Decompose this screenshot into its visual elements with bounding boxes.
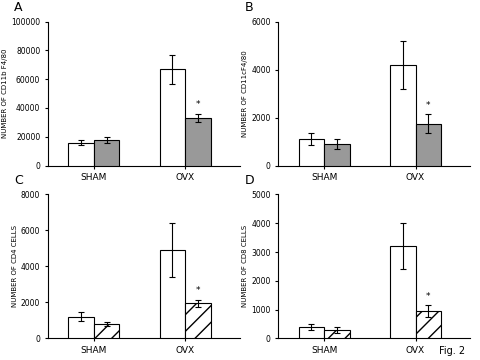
Bar [324, 330, 350, 338]
Text: B: B [245, 1, 253, 14]
Bar [94, 324, 120, 338]
Bar [94, 140, 120, 166]
Bar [299, 327, 324, 338]
Y-axis label: NUMBER OF CD8 CELLS: NUMBER OF CD8 CELLS [242, 225, 249, 307]
Text: D: D [245, 174, 254, 187]
Bar [416, 123, 441, 166]
Text: Fig. 2: Fig. 2 [440, 346, 466, 356]
Bar [185, 303, 211, 338]
Y-axis label: NUMBER OF CD11b F4/80: NUMBER OF CD11b F4/80 [2, 49, 9, 138]
Bar [324, 144, 350, 166]
Bar [299, 139, 324, 166]
Bar [185, 118, 211, 166]
Text: *: * [426, 292, 431, 301]
Y-axis label: NUMBER OF CD11cF4/80: NUMBER OF CD11cF4/80 [242, 50, 249, 137]
Text: *: * [196, 287, 200, 295]
Y-axis label: NUMBER OF CD4 CELLS: NUMBER OF CD4 CELLS [12, 225, 18, 307]
Bar [416, 311, 441, 338]
Text: *: * [196, 100, 200, 109]
Bar [159, 250, 185, 338]
Text: *: * [426, 101, 431, 110]
Bar [390, 65, 416, 166]
Bar [68, 317, 94, 338]
Bar [68, 143, 94, 166]
Bar [390, 246, 416, 338]
Text: A: A [14, 1, 23, 14]
Text: C: C [14, 174, 23, 187]
Bar [159, 69, 185, 166]
